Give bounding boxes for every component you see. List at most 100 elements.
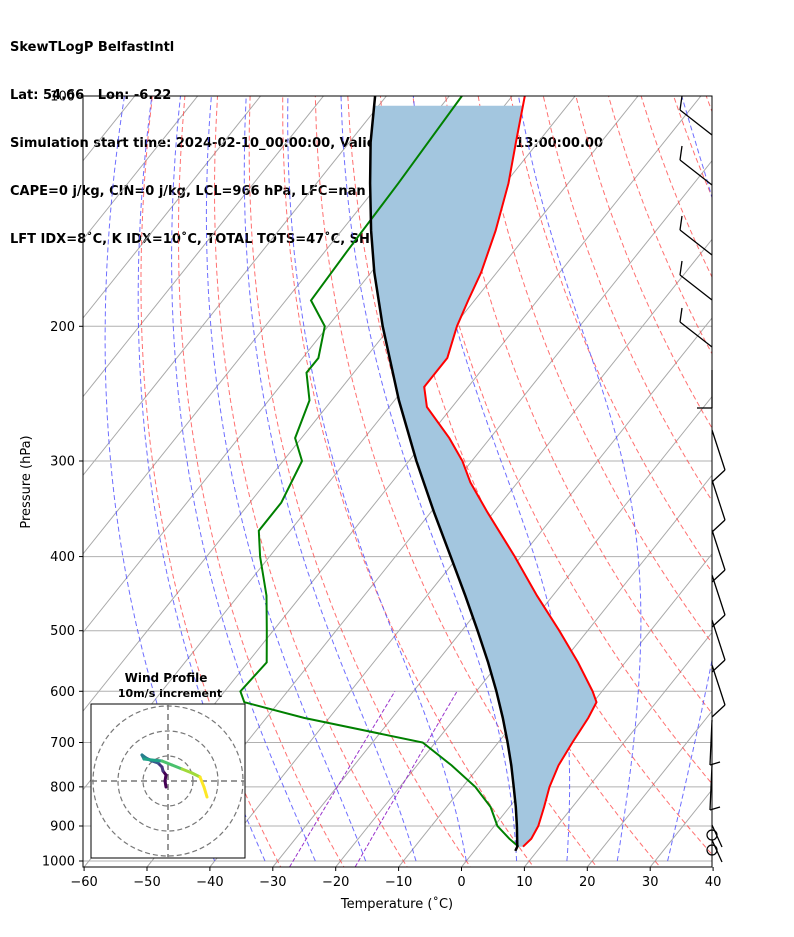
isotherm--30	[272, 317, 712, 867]
dry-adiabat	[608, 96, 712, 355]
barb-shaft	[679, 109, 713, 136]
hodograph-ring	[117, 730, 219, 832]
x-tick-label: 30	[642, 875, 659, 890]
wind-barb	[679, 307, 713, 348]
parcel-profile-line	[368, 96, 519, 852]
wind-barb	[711, 529, 726, 583]
moist-adiabat	[718, 96, 794, 861]
dry-adiabat	[412, 96, 712, 785]
dry-adiabat	[542, 96, 712, 502]
moist-adiabat	[171, 96, 316, 862]
dry-adiabat	[248, 96, 471, 867]
wind-barb	[706, 839, 723, 863]
hodograph-segment	[180, 767, 194, 775]
barb-flag	[709, 761, 721, 766]
barb-flag	[709, 806, 721, 811]
dry-adiabat	[673, 96, 712, 199]
wind-barb	[706, 824, 723, 848]
barb-shaft	[711, 479, 726, 521]
y-tick-label: 100	[50, 90, 75, 105]
mixing-ratio-line	[288, 691, 396, 867]
isotherm--140	[83, 96, 199, 241]
x-tick-label: −20	[322, 875, 349, 890]
wind-barb	[709, 719, 721, 766]
moist-adiabat	[243, 96, 417, 862]
isotherm--130	[83, 96, 261, 319]
wind-barb	[711, 479, 726, 533]
isotherm-50	[768, 96, 794, 877]
isotherm--120	[83, 96, 324, 398]
y-tick-label: 300	[50, 454, 75, 469]
isotherm-10	[523, 631, 712, 867]
moist-adiabat	[412, 96, 571, 862]
isotherm-40	[705, 96, 794, 877]
x-tick-label: 40	[705, 875, 722, 890]
hodograph-inset: Wind Profile 10m/s increment	[90, 671, 246, 859]
x-tick-label: −60	[70, 875, 97, 890]
mixing-ratio-line	[354, 691, 458, 867]
isotherm--110	[83, 96, 387, 477]
moist-adiabat	[205, 96, 367, 862]
isotherm-30	[649, 788, 712, 867]
barb-flag	[679, 307, 683, 323]
barb-shaft	[679, 321, 713, 348]
dry-adiabat	[771, 96, 794, 877]
x-tick-label: 20	[579, 875, 596, 890]
hodograph-segment	[150, 758, 164, 763]
y-tick-label: 600	[50, 685, 75, 700]
chart-title: SkewTLogP BelfastIntl	[10, 40, 175, 55]
isotherm--160	[0, 96, 72, 877]
hodograph-title: Wind Profile	[125, 671, 208, 685]
barb-flag	[711, 469, 726, 483]
hodograph-segment	[170, 763, 184, 771]
isotherm--20	[335, 395, 712, 867]
moist-adiabat	[340, 96, 518, 862]
hodograph-segment	[160, 759, 174, 767]
dry-adiabat	[445, 96, 712, 715]
barb-flag	[711, 704, 726, 718]
dry-adiabat	[477, 96, 712, 644]
dewpoint-profile-line	[239, 96, 520, 848]
wind-barbs	[679, 95, 726, 863]
moist-adiabat	[667, 96, 712, 862]
isotherm--40	[209, 238, 712, 867]
hodograph-segment	[202, 785, 209, 799]
y-axis-label: Pressure (hPa)	[19, 435, 34, 528]
x-tick-label: −10	[385, 875, 412, 890]
barb-shaft	[711, 824, 723, 848]
wind-barb	[679, 145, 713, 186]
barb-shaft	[711, 429, 726, 471]
y-tick-label: 900	[50, 819, 75, 834]
wind-barb	[711, 574, 726, 628]
barb-shaft	[679, 229, 713, 256]
barb-shaft	[679, 159, 713, 186]
moist-adiabat	[287, 96, 467, 862]
dry-adiabat	[282, 96, 535, 867]
wind-barb	[711, 429, 726, 483]
y-tick-label: 800	[50, 780, 75, 795]
hodograph-segment	[198, 775, 206, 789]
barb-shaft	[709, 719, 713, 766]
barb-flag	[679, 95, 683, 111]
y-tick-label: 200	[50, 320, 75, 335]
x-tick-label: −40	[196, 875, 223, 890]
hodograph-subtitle: 10m/s increment	[118, 687, 222, 700]
y-tick-label: 1000	[42, 855, 75, 870]
wind-barb	[711, 619, 726, 673]
x-tick-label: 0	[457, 875, 465, 890]
barb-shaft	[711, 574, 726, 616]
x-tick-label: 10	[516, 875, 533, 890]
dry-adiabat	[705, 96, 712, 113]
y-tick-label: 500	[50, 624, 75, 639]
barb-flag	[679, 215, 683, 231]
isotherm-0	[460, 553, 712, 867]
dry-adiabat	[739, 96, 794, 877]
isotherm-20	[586, 710, 712, 867]
dry-adiabat	[177, 96, 345, 867]
barb-shaft	[679, 274, 713, 301]
wind-barb	[679, 260, 713, 301]
barb-flag	[679, 145, 683, 161]
barb-shaft	[711, 529, 726, 571]
